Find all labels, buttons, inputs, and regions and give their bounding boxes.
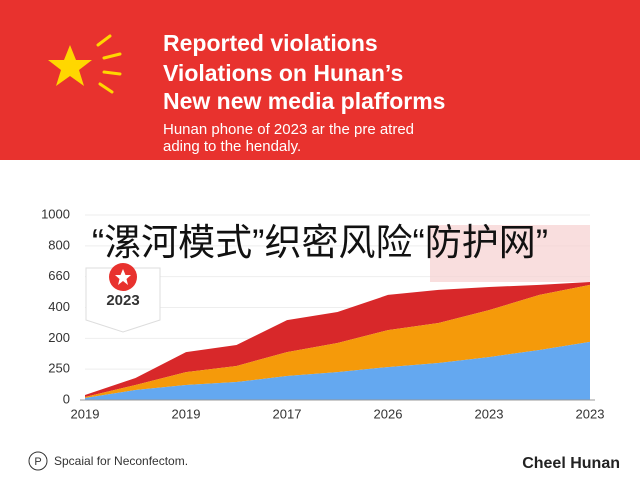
y-tick-label: 1000 [41, 206, 70, 221]
badge-text: 2023 [106, 292, 139, 309]
x-tick-label: 2017 [273, 406, 302, 421]
y-tick-label: 660 [48, 268, 70, 283]
title-line: Violations on Hunan’s [163, 60, 403, 86]
y-tick-label: 800 [48, 237, 70, 252]
highlight-band [430, 225, 590, 282]
y-tick-label: 200 [48, 330, 70, 345]
header-band [0, 0, 640, 160]
star-rays [96, 34, 122, 94]
area [85, 341, 590, 400]
footer-right: Cheel Hunan [522, 455, 620, 472]
x-tick-label: 2019 [172, 406, 201, 421]
star-icon [48, 45, 92, 86]
area [85, 281, 590, 398]
title-line: New new media plafforms [163, 88, 445, 114]
x-tick-label: 2023 [576, 406, 605, 421]
badge-star [115, 269, 131, 285]
overlay-text: “漯河模式”织密风险“防护网” [92, 222, 548, 263]
y-tick-label: 400 [48, 299, 70, 314]
x-tick-label: 2026 [374, 406, 403, 421]
y-tick-label: 250 [48, 361, 70, 376]
subtitle-line: ading to the hendaly. [163, 138, 301, 155]
badge-shape [85, 267, 161, 333]
y-tick-label: 0 [63, 391, 70, 406]
x-tick-label: 2023 [475, 406, 504, 421]
area [85, 284, 590, 398]
footer-left: Spcaial for Neconfectom. [54, 454, 188, 468]
footer-icon-ring [28, 451, 48, 471]
title-line: Reported violations [163, 30, 378, 56]
subtitle-line: Hunan phone of 2023 ar the pre atred [163, 121, 414, 138]
x-tick-label: 2019 [71, 406, 100, 421]
footer-icon: P [34, 456, 41, 468]
